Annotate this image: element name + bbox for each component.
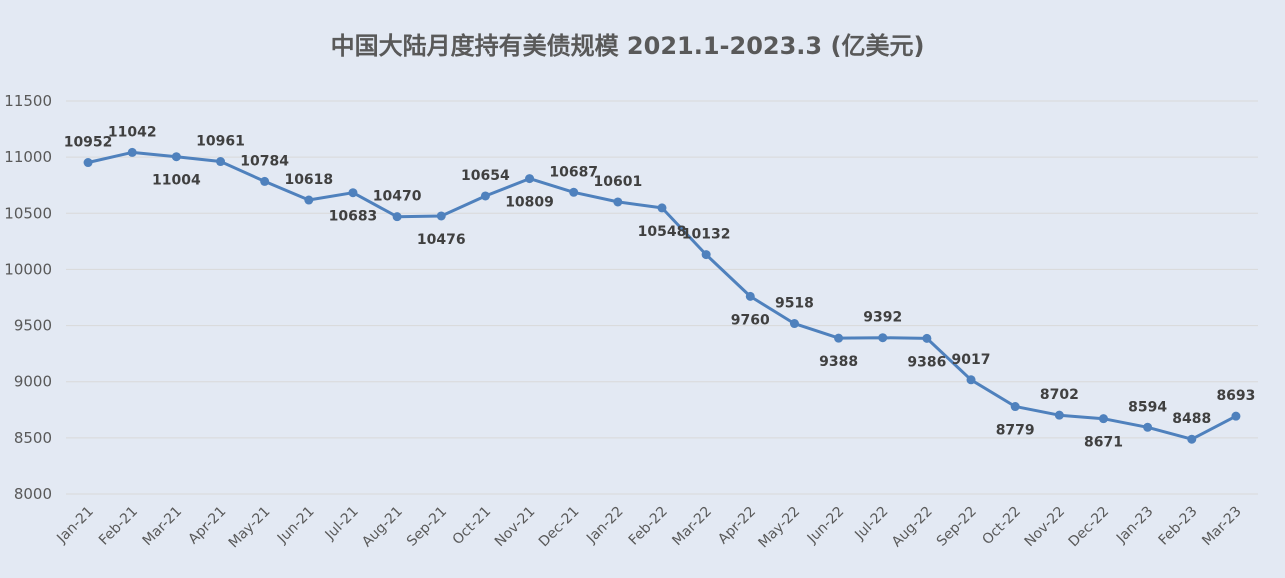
x-tick-label: Jan-23: [1113, 504, 1156, 547]
y-tick-label: 8500: [14, 429, 52, 447]
data-point: [525, 174, 535, 184]
data-point: [1010, 402, 1020, 412]
x-tick-label: May-22: [755, 504, 803, 552]
data-point: [480, 191, 490, 201]
data-label: 9386: [907, 354, 946, 370]
x-tick-label: Jan-21: [53, 504, 96, 547]
data-label: 8671: [1084, 435, 1123, 451]
data-point: [1098, 414, 1108, 424]
y-tick-label: 10500: [4, 204, 52, 222]
y-tick-label: 9000: [14, 373, 52, 391]
data-label: 10683: [329, 209, 378, 225]
x-tick-label: Mar-22: [669, 504, 715, 550]
x-tick-label: Jan-22: [583, 504, 626, 547]
data-label: 10548: [638, 224, 687, 240]
y-tick-label: 11000: [4, 148, 52, 166]
x-tick-label: Mar-21: [140, 504, 186, 550]
data-point: [701, 250, 711, 260]
data-point: [83, 158, 93, 168]
data-label: 10601: [593, 174, 642, 190]
x-tick-label: Feb-22: [626, 504, 671, 549]
data-label: 10476: [417, 232, 466, 248]
data-label: 8693: [1216, 388, 1255, 404]
data-label: 8594: [1128, 399, 1167, 415]
x-tick-label: Dec-22: [1066, 504, 1113, 551]
x-tick-label: Oct-21: [450, 504, 495, 549]
data-point: [657, 203, 667, 213]
data-point: [1231, 411, 1241, 421]
y-tick-label: 11500: [4, 92, 52, 110]
data-label: 11004: [152, 173, 201, 189]
x-tick-label: Jul-22: [851, 504, 891, 544]
data-label: 10654: [461, 168, 510, 184]
x-tick-label: Nov-21: [492, 504, 539, 551]
data-label: 9392: [863, 310, 902, 326]
x-tick-label: Mar-23: [1199, 504, 1245, 550]
data-point: [392, 212, 402, 222]
data-point: [966, 375, 976, 385]
data-label: 9388: [819, 354, 858, 370]
data-point: [171, 152, 181, 162]
x-tick-label: Jun-22: [804, 504, 848, 548]
x-tick-label: Apr-22: [715, 504, 759, 548]
x-tick-label: Feb-23: [1156, 504, 1201, 549]
data-point: [348, 188, 358, 198]
y-tick-label: 9500: [14, 317, 52, 335]
data-label: 9760: [731, 312, 770, 328]
data-label: 10618: [284, 172, 333, 188]
data-label: 10470: [373, 189, 422, 205]
data-label: 8702: [1040, 387, 1079, 403]
data-point: [922, 333, 932, 343]
data-label: 10784: [240, 153, 289, 169]
data-point: [436, 211, 446, 221]
data-label: 10961: [196, 134, 245, 150]
data-point: [1187, 434, 1197, 444]
x-tick-label: Apr-21: [185, 504, 229, 548]
data-point: [789, 319, 799, 329]
data-label: 10809: [505, 195, 554, 211]
x-tick-label: Jun-21: [274, 504, 318, 548]
data-point: [745, 291, 755, 301]
x-tick-label: Aug-21: [359, 504, 406, 551]
x-tick-label: Aug-22: [889, 504, 936, 551]
data-point: [260, 176, 270, 186]
x-tick-label: Oct-22: [979, 504, 1024, 549]
data-point: [569, 187, 579, 197]
data-label: 10952: [64, 135, 113, 151]
x-tick-label: Nov-22: [1022, 504, 1069, 551]
data-point: [878, 333, 888, 343]
y-tick-label: 8000: [14, 485, 52, 503]
data-point: [1054, 410, 1064, 420]
data-label: 9017: [952, 352, 991, 368]
data-label: 9518: [775, 296, 814, 312]
x-tick-label: May-21: [226, 504, 274, 552]
x-tick-label: Dec-21: [536, 504, 583, 551]
data-label: 10132: [682, 227, 731, 243]
data-point: [216, 157, 226, 167]
data-label: 10687: [549, 164, 598, 180]
data-point: [127, 147, 137, 157]
chart-title: 中国大陆月度持有美债规模 2021.1-2023.3 (亿美元): [330, 32, 925, 60]
x-tick-label: Feb-21: [96, 504, 141, 549]
data-label: 11042: [108, 124, 157, 140]
data-point: [1143, 422, 1153, 432]
x-tick-label: Sep-21: [404, 504, 450, 550]
y-tick-label: 10000: [4, 260, 52, 278]
data-label: 8779: [996, 423, 1035, 439]
x-tick-label: Jul-21: [322, 504, 362, 544]
data-label: 8488: [1172, 411, 1211, 427]
data-point: [834, 333, 844, 343]
data-point: [304, 195, 314, 205]
data-point: [613, 197, 623, 207]
x-tick-label: Sep-22: [934, 504, 980, 550]
